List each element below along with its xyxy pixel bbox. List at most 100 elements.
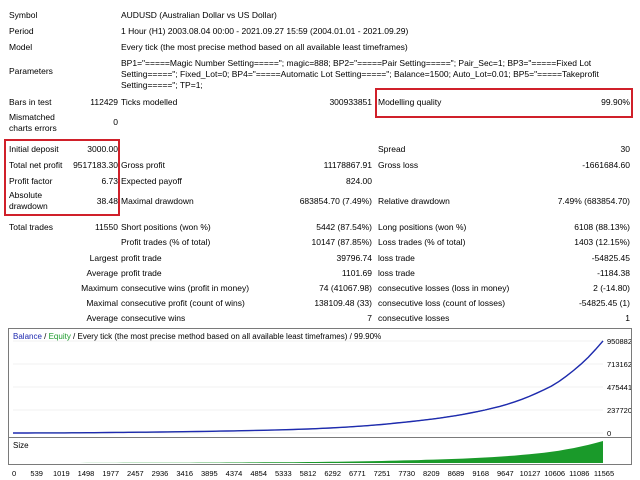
largest-loss-label: loss trade	[378, 253, 415, 263]
x-tick-label: 2457	[127, 469, 144, 478]
largest-profit-label: profit trade	[121, 253, 162, 263]
chart-legend: Balance / Equity / Every tick (the most …	[13, 331, 381, 342]
x-tick-label: 3416	[176, 469, 193, 478]
x-tick-label: 7730	[398, 469, 415, 478]
mismatch-value: 0	[113, 117, 118, 127]
x-tick-label: 5812	[300, 469, 317, 478]
mismatch-label: Mismatched charts errors	[9, 112, 57, 133]
quality-value: 99.90%	[601, 97, 630, 107]
average-loss-value: -1184.38	[597, 268, 630, 278]
chart-plot: 9508829 7131622 4754416 2377207 0	[13, 337, 631, 437]
model-label: Model	[9, 42, 33, 52]
balance-line	[13, 340, 604, 434]
profit-trades-value: 10147 (87.85%)	[311, 237, 373, 247]
maximal-drawdown-label: Maximal drawdown	[121, 196, 194, 206]
x-tick-label: 8689	[448, 469, 465, 478]
max-consecutive-losses-value: 2 (-14.80)	[593, 283, 630, 293]
x-tick-label: 1977	[102, 469, 119, 478]
x-axis: 0 539 1019 1498 1977 2457 2936 3416 3895 4374 4854…	[12, 469, 614, 478]
x-tick-label: 9647	[497, 469, 514, 478]
total-trades-label: Total trades	[9, 222, 53, 232]
legend-separator: /	[41, 332, 49, 341]
spread-value: 30	[620, 144, 630, 154]
x-tick-label: 5333	[275, 469, 292, 478]
x-tick-label: 1019	[53, 469, 70, 478]
x-tick-label: 11565	[594, 469, 614, 478]
maximal-consecutive-profit-value: 138109.48 (33)	[314, 298, 372, 308]
x-tick-label: 4374	[226, 469, 243, 478]
modelling-quality-highlight	[375, 88, 633, 118]
y-tick-label: 2377207	[607, 406, 631, 415]
avg-consecutive-wins-value: 7	[367, 313, 372, 323]
deposit-value: 3000.00	[87, 144, 118, 154]
expected-payoff-value: 824.00	[346, 176, 372, 186]
x-tick-label: 6771	[349, 469, 366, 478]
max-consecutive-wins-label: consecutive wins (profit in money)	[121, 283, 250, 293]
gross-profit-value: 11178867.91	[323, 160, 372, 170]
maximal-consecutive-loss-value: -54825.45 (1)	[578, 298, 630, 308]
legend-equity: Equity	[48, 332, 71, 341]
avg-consecutive-losses-value: 1	[625, 313, 630, 323]
x-tick-label: 10606	[544, 469, 565, 478]
deposit-label: Initial deposit	[9, 144, 59, 154]
average-profit-value: 1101.69	[341, 268, 372, 278]
x-tick-label: 3895	[201, 469, 218, 478]
parameters-value: BP1="=====Magic Number Setting====="; ma…	[121, 58, 599, 90]
parameters-label: Parameters	[9, 66, 53, 76]
x-tick-label: 8209	[423, 469, 440, 478]
net-profit-value: 9517183.30	[73, 160, 118, 170]
ticks-value: 300933851	[329, 97, 372, 107]
loss-trades-label: Loss trades (% of total)	[378, 237, 466, 247]
gross-loss-label: Gross loss	[378, 160, 419, 170]
absolute-drawdown-value: 38.48	[96, 196, 118, 206]
maximum-label: Maximum	[81, 283, 118, 293]
avg-consecutive-wins-label: consecutive wins	[121, 313, 186, 323]
deposit-profit-highlight	[4, 139, 120, 216]
y-tick-label: 4754416	[607, 383, 631, 392]
short-positions-label: Short positions (won %)	[121, 222, 211, 232]
y-tick-label: 0	[607, 429, 611, 437]
size-panel: Size	[8, 438, 632, 465]
symbol-label: Symbol	[9, 10, 38, 20]
x-tick-label: 0	[12, 469, 16, 478]
x-tick-label: 9168	[472, 469, 489, 478]
balance-equity-chart: Balance / Equity / Every tick (the most …	[8, 328, 632, 438]
average-label: Average	[86, 268, 118, 278]
x-tick-label: 10127	[520, 469, 541, 478]
absolute-drawdown-label: Absolute drawdown	[9, 190, 48, 211]
largest-profit-value: 39796.74	[336, 253, 372, 263]
profit-trades-label: Profit trades (% of total)	[121, 237, 211, 247]
average2-label: Average	[86, 313, 118, 323]
y-tick-label: 7131622	[607, 360, 631, 369]
bars-label: Bars in test	[9, 97, 52, 107]
maximal-consecutive-profit-label: consecutive profit (count of wins)	[121, 298, 245, 308]
relative-drawdown-label: Relative drawdown	[378, 196, 450, 206]
expected-payoff-label: Expected payoff	[121, 176, 182, 186]
size-area	[13, 441, 603, 463]
avg-consecutive-losses-label: consecutive losses	[378, 313, 450, 323]
maximal-drawdown-value: 683854.70 (7.49%)	[299, 196, 372, 206]
largest-loss-value: -54825.45	[591, 253, 630, 263]
ticks-label: Ticks modelled	[121, 97, 178, 107]
period-label: Period	[9, 26, 34, 36]
maximal-consecutive-loss-label: consecutive loss (count of losses)	[378, 298, 506, 308]
legend-description: / Every tick (the most precise method ba…	[70, 332, 382, 341]
long-positions-label: Long positions (won %)	[378, 222, 467, 232]
x-tick-label: 539	[30, 469, 43, 478]
x-tick-label: 11086	[569, 469, 589, 478]
net-profit-label: Total net profit	[9, 160, 63, 170]
legend-balance: Balance	[13, 332, 42, 341]
model-value: Every tick (the most precise method base…	[121, 42, 408, 52]
loss-trades-value: 1403 (12.15%)	[574, 237, 630, 247]
x-tick-label: 2936	[152, 469, 169, 478]
maximal-label: Maximal	[86, 298, 118, 308]
gross-loss-value: -1661684.60	[582, 160, 630, 170]
largest-label: Largest	[89, 253, 118, 263]
size-plot	[13, 441, 603, 463]
long-positions-value: 6108 (88.13%)	[574, 222, 630, 232]
relative-drawdown-value: 7.49% (683854.70)	[557, 196, 630, 206]
total-trades-value: 11550	[94, 222, 118, 232]
x-tick-label: 7251	[374, 469, 391, 478]
size-label: Size	[13, 441, 29, 450]
spread-label: Spread	[378, 144, 406, 154]
